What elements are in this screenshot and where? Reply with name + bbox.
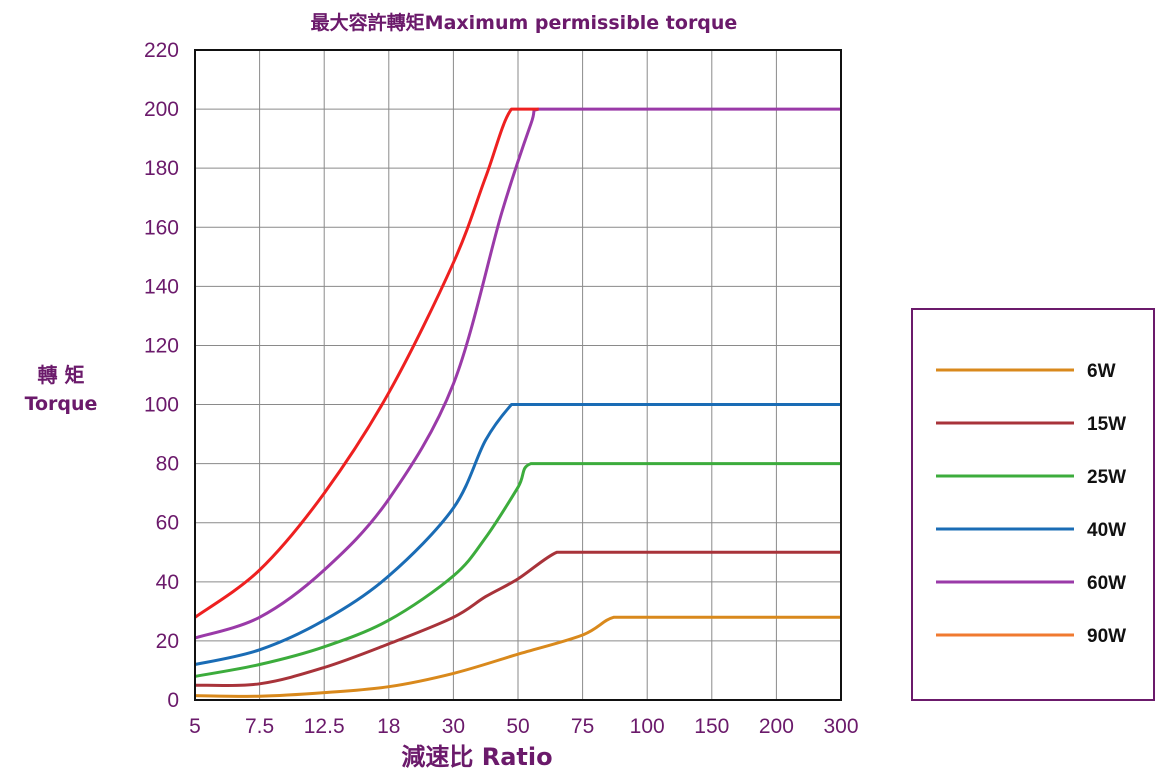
legend-label-25W: 25W <box>1087 467 1126 488</box>
x-tick-label-200: 200 <box>759 715 794 738</box>
x-tick-label-18: 18 <box>377 715 400 738</box>
legend-label-40W: 40W <box>1087 520 1126 541</box>
series-line-25W <box>194 462 841 678</box>
x-tick-label-5: 5 <box>189 715 201 738</box>
y-tick-label-80: 80 <box>156 453 179 476</box>
y-tick-labels: 0 20 40 60 80 100 120 140 160 180 200 220 <box>144 39 179 712</box>
grid <box>194 49 842 701</box>
y-tick-label-0: 0 <box>167 689 179 712</box>
legend-label-90W: 90W <box>1087 626 1126 647</box>
y-tick-label-60: 60 <box>156 512 179 535</box>
y-axis-label: 轉 矩 Torque <box>25 363 98 415</box>
legend-label-15W: 15W <box>1087 414 1126 435</box>
y-tick-label-140: 140 <box>144 275 179 298</box>
series-lines <box>194 107 841 698</box>
y-tick-label-200: 200 <box>144 98 179 121</box>
x-tick-label-12.5: 12.5 <box>304 715 345 738</box>
x-axis-label: 減速比 Ratio <box>401 743 552 771</box>
y-axis-label-line-2: Torque <box>25 393 98 415</box>
y-tick-label-120: 120 <box>144 334 179 357</box>
y-axis-label-line-1: 轉 矩 <box>38 363 85 387</box>
y-tick-label-180: 180 <box>144 157 179 180</box>
series-line-15W <box>194 550 841 688</box>
legend-label-60W: 60W <box>1087 573 1126 594</box>
y-tick-label-20: 20 <box>156 630 179 653</box>
series-line-6W <box>194 615 841 698</box>
plot-frame <box>194 49 842 701</box>
y-tick-label-220: 220 <box>144 39 179 62</box>
x-tick-labels: 5 7.5 12.5 18 30 50 75 100 150 200 300 <box>189 715 858 738</box>
x-tick-label-75: 75 <box>571 715 594 738</box>
chart-title: 最大容許轉矩Maximum permissible torque <box>311 11 738 34</box>
x-tick-label-7.5: 7.5 <box>245 715 274 738</box>
series-line-90W <box>194 107 539 619</box>
x-tick-label-150: 150 <box>694 715 729 738</box>
x-tick-label-30: 30 <box>442 715 465 738</box>
x-tick-label-50: 50 <box>506 715 529 738</box>
y-tick-label-40: 40 <box>156 571 179 594</box>
legend: 6W 15W 25W 40W 60W 90W <box>911 308 1155 701</box>
y-tick-label-100: 100 <box>144 394 179 417</box>
y-tick-label-160: 160 <box>144 216 179 239</box>
x-tick-label-300: 300 <box>823 715 858 738</box>
legend-label-6W: 6W <box>1087 361 1116 382</box>
series-line-60W <box>194 107 841 640</box>
x-tick-label-100: 100 <box>630 715 665 738</box>
series-line-40W <box>194 402 841 666</box>
